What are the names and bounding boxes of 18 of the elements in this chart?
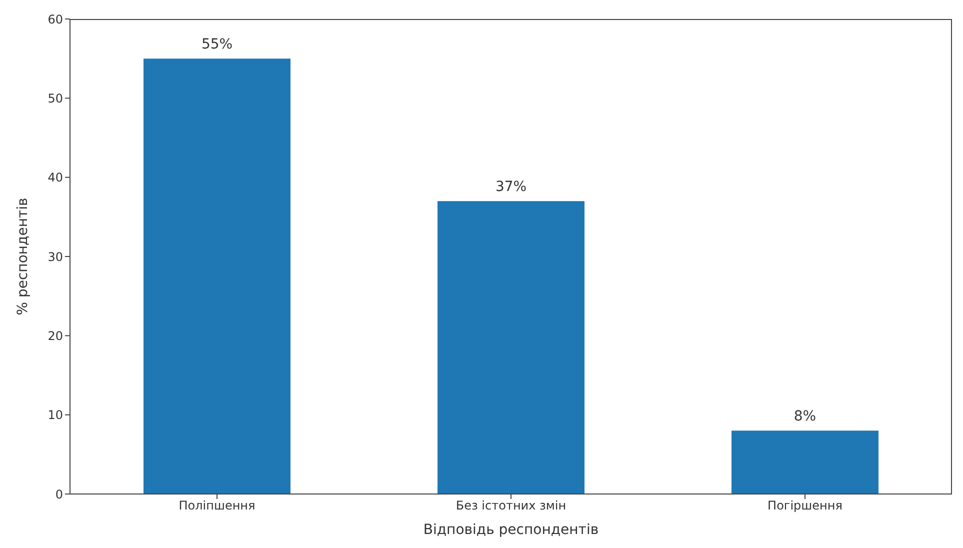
x-tick-label: Без істотних змін xyxy=(456,498,566,513)
y-tick-label: 0 xyxy=(55,487,63,502)
data-label: 55% xyxy=(201,36,233,53)
x-axis-title: Відповідь респондентів xyxy=(423,522,599,538)
bar xyxy=(732,430,878,494)
y-tick-label: 50 xyxy=(48,91,63,106)
x-tick-label: Погіршення xyxy=(768,498,842,513)
x-tick-label: Поліпшення xyxy=(178,498,256,513)
data-label: 37% xyxy=(495,179,527,196)
y-tick-label: 40 xyxy=(48,170,63,185)
bar xyxy=(438,201,584,494)
y-tick-label: 60 xyxy=(48,12,63,26)
data-label: 8% xyxy=(794,408,816,425)
y-tick-label: 20 xyxy=(48,328,63,343)
bar xyxy=(144,58,290,494)
y-tick-label: 30 xyxy=(48,250,63,264)
y-tick-label: 10 xyxy=(48,408,63,422)
y-axis-title: % респондентів xyxy=(14,198,31,316)
